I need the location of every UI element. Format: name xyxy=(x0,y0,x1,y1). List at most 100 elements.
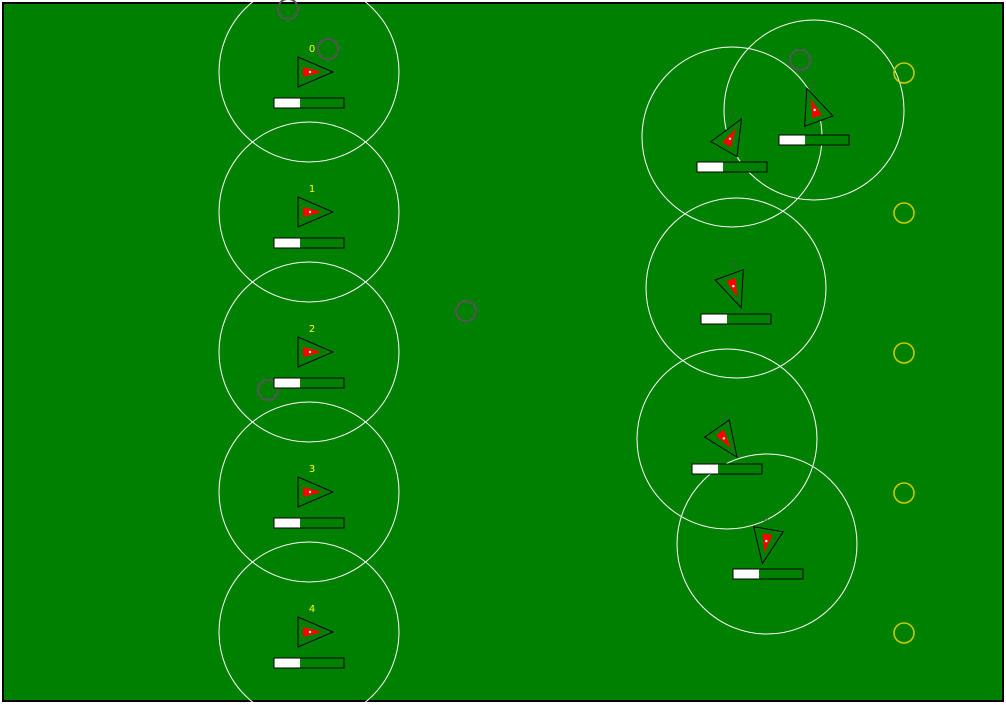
agent-health-bar xyxy=(273,237,345,249)
health-bar-track xyxy=(273,237,345,249)
agent-body xyxy=(804,87,834,128)
goal-target-marker[interactable] xyxy=(893,342,915,364)
agent-core-marker xyxy=(303,487,322,497)
agent-hull-triangle xyxy=(804,87,834,128)
agent-eye-dot xyxy=(722,437,726,440)
agent-core-marker xyxy=(303,627,322,637)
agent-right-3[interactable]: 3 xyxy=(703,412,750,466)
obstacle-marker xyxy=(257,379,279,401)
agent-id-label: 1 xyxy=(309,184,315,195)
health-bar-fill xyxy=(733,569,760,579)
health-bar-track xyxy=(778,134,850,146)
agent-hull-triangle xyxy=(752,525,785,565)
obstacle-layer xyxy=(257,0,811,401)
agent-health-bar xyxy=(273,97,345,109)
agent-eye-dot xyxy=(765,539,768,543)
agent-body xyxy=(297,616,335,648)
agent-core-marker xyxy=(726,277,738,298)
agent-core-marker xyxy=(762,533,773,553)
agent-hull-triangle xyxy=(714,268,744,309)
agent-right-2[interactable]: 2 xyxy=(714,260,755,313)
health-bar-fill xyxy=(274,238,301,248)
agent-body xyxy=(297,476,335,508)
agent-body xyxy=(297,56,335,88)
goal-target-marker[interactable] xyxy=(893,482,915,504)
agent-body xyxy=(710,117,743,158)
obstacle-marker xyxy=(789,49,811,71)
sensor-range-ring xyxy=(636,348,818,530)
agent-layer: 0 1 2 3 4 0 1 2 3 4 xyxy=(273,44,850,669)
agent-eye-dot xyxy=(308,490,312,494)
agent-eye-dot xyxy=(308,630,312,634)
agent-left-4[interactable]: 4 xyxy=(297,604,335,648)
sensor-range-ring xyxy=(218,0,400,163)
agent-eye-dot xyxy=(308,350,312,354)
health-bar-track xyxy=(273,517,345,529)
sensor-range-ring xyxy=(218,121,400,303)
agent-core-marker xyxy=(303,347,322,357)
agent-body xyxy=(752,525,785,565)
agent-core-marker xyxy=(722,128,736,148)
agent-left-0[interactable]: 0 xyxy=(297,44,335,88)
health-bar-fill xyxy=(274,98,301,108)
sensor-range-ring xyxy=(645,197,827,379)
agent-right-4[interactable]: 4 xyxy=(748,515,785,566)
agent-core-marker xyxy=(810,98,822,119)
agent-health-bar xyxy=(732,568,804,580)
agent-health-bar xyxy=(691,463,763,475)
health-bar-fill xyxy=(779,135,806,145)
agent-left-1[interactable]: 1 xyxy=(297,184,335,228)
agent-health-bar xyxy=(696,161,768,173)
health-bar-fill xyxy=(274,518,301,528)
obstacle-marker xyxy=(455,300,477,322)
agent-eye-dot xyxy=(308,70,312,74)
agent-left-3[interactable]: 3 xyxy=(297,464,335,508)
agent-health-bar xyxy=(273,657,345,669)
agent-health-bar xyxy=(700,313,772,325)
sensor-ring-layer xyxy=(218,0,905,705)
agent-eye-dot xyxy=(728,137,732,140)
agent-eye-dot xyxy=(308,210,312,214)
goal-target-marker[interactable] xyxy=(893,202,915,224)
health-bar-track xyxy=(696,161,768,173)
goal-target-marker[interactable] xyxy=(893,622,915,644)
agent-core-marker xyxy=(303,67,322,77)
agent-id-label: 4 xyxy=(763,515,769,526)
agent-body xyxy=(297,336,335,368)
health-bar-fill xyxy=(692,464,719,474)
sensor-range-ring xyxy=(218,541,400,705)
sensor-range-ring xyxy=(676,453,858,635)
agent-id-label: 2 xyxy=(731,260,737,271)
agent-right-0[interactable]: 0 xyxy=(710,109,754,158)
goal-target-marker[interactable] xyxy=(893,62,915,84)
sensor-range-ring xyxy=(218,261,400,443)
agent-left-2[interactable]: 2 xyxy=(297,324,335,368)
agent-id-label: 2 xyxy=(309,324,315,335)
agent-id-label: 3 xyxy=(722,412,728,423)
agent-health-bar xyxy=(273,517,345,529)
health-bar-track xyxy=(273,97,345,109)
sensor-range-ring xyxy=(723,19,905,201)
agent-id-label: 4 xyxy=(309,604,315,615)
obstacle-marker xyxy=(317,38,339,60)
agent-body xyxy=(297,196,335,228)
agent-id-label: 0 xyxy=(309,44,315,55)
health-bar-fill xyxy=(274,378,301,388)
obstacle-marker xyxy=(277,0,299,20)
agent-health-bar xyxy=(273,377,345,389)
health-bar-track xyxy=(691,463,763,475)
agent-right-1[interactable]: 1 xyxy=(793,80,834,128)
agent-body xyxy=(714,268,744,309)
health-bar-track xyxy=(273,657,345,669)
health-bar-fill xyxy=(274,658,301,668)
health-bar-track xyxy=(732,568,804,580)
agent-id-label: 0 xyxy=(728,109,734,120)
agent-core-marker xyxy=(303,207,322,217)
agent-body xyxy=(703,419,738,459)
health-bar-track xyxy=(700,313,772,325)
agent-id-label: 1 xyxy=(811,80,817,91)
agent-eye-dot xyxy=(732,284,735,288)
